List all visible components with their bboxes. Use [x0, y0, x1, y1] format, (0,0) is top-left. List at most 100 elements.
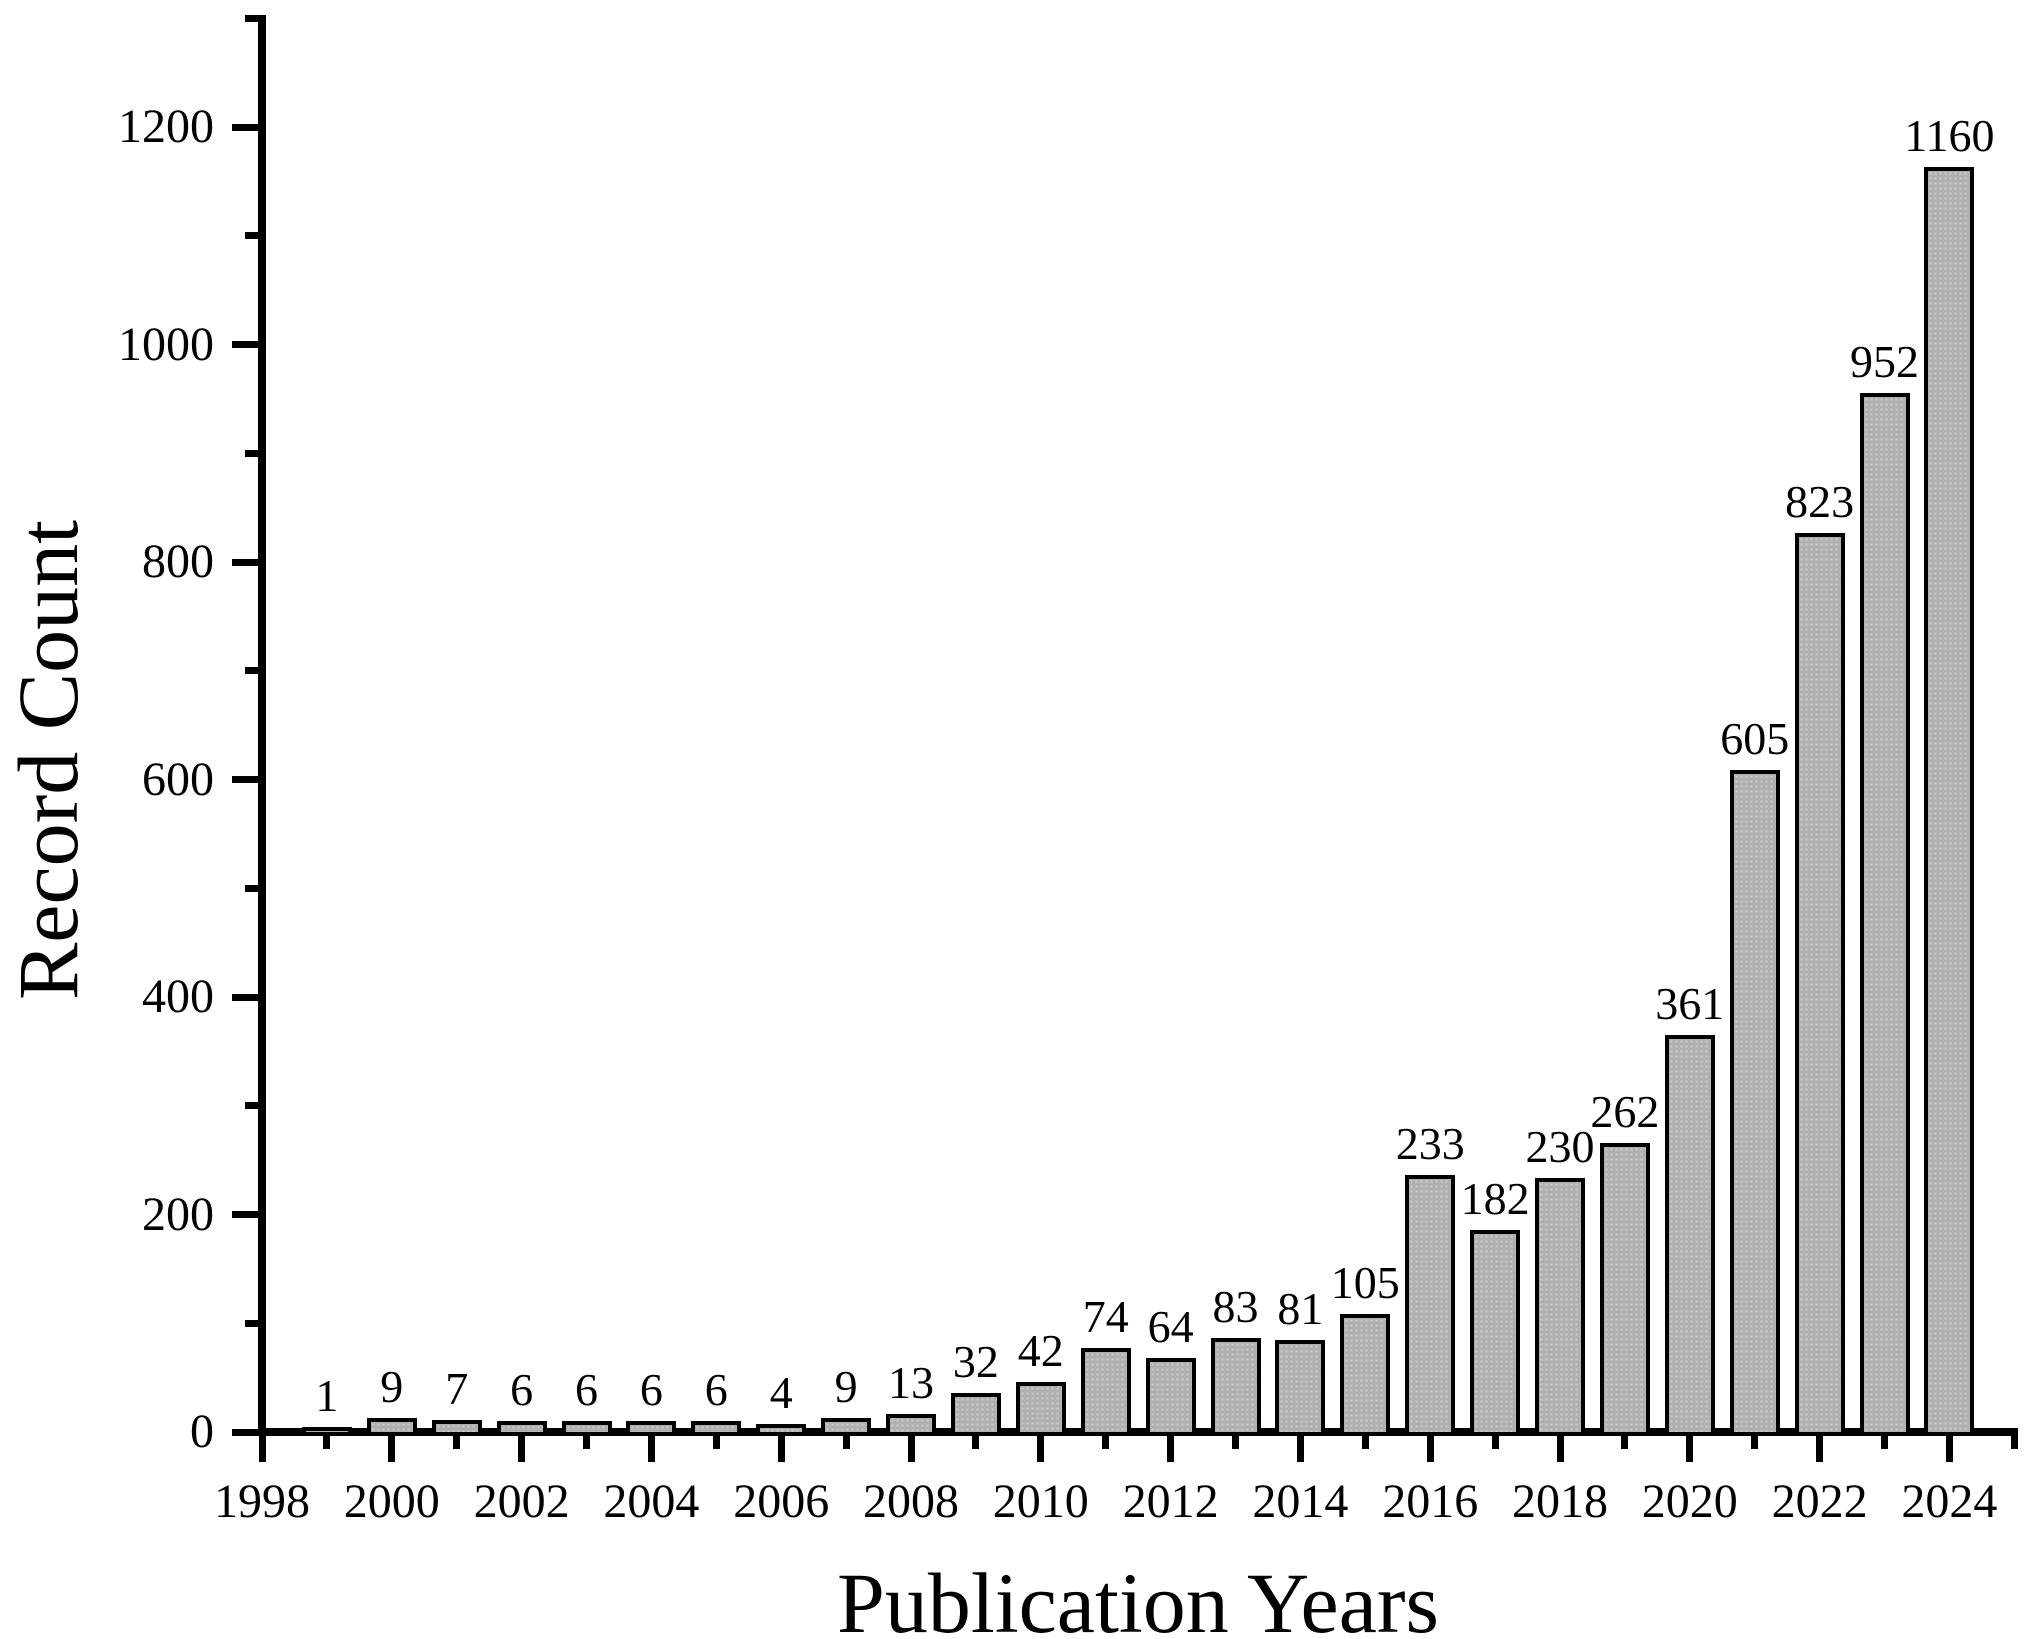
bar-value-label: 9 — [834, 1361, 858, 1413]
x-minor-tick — [1232, 1432, 1239, 1449]
x-axis-line — [258, 1428, 2018, 1436]
bar — [1794, 532, 1845, 1436]
bar — [1535, 1177, 1585, 1436]
y-tick-label: 200 — [142, 1187, 214, 1241]
bar — [626, 1421, 677, 1436]
bar-value-label: 64 — [1147, 1301, 1194, 1353]
y-minor-tick — [245, 1102, 262, 1110]
x-major-tick — [1816, 1432, 1824, 1462]
x-minor-tick — [712, 1432, 720, 1449]
x-tick-label: 2010 — [992, 1475, 1089, 1528]
x-major-tick — [1167, 1432, 1175, 1462]
y-minor-tick — [245, 667, 262, 675]
x-tick-label: 2024 — [1901, 1475, 1998, 1528]
bar-value-label: 9 — [380, 1361, 404, 1413]
x-axis-title: Publication Years — [837, 1555, 1439, 1639]
bar — [1664, 1035, 1715, 1436]
bar-value-label: 83 — [1212, 1280, 1259, 1332]
x-minor-tick — [972, 1432, 980, 1449]
x-major-tick — [1556, 1432, 1564, 1462]
x-minor-tick — [1621, 1432, 1629, 1449]
x-tick-label: 2006 — [733, 1475, 830, 1528]
bar — [1145, 1358, 1196, 1436]
x-tick-label: 2008 — [863, 1475, 959, 1528]
x-major-tick — [907, 1432, 915, 1462]
x-major-tick — [1945, 1432, 1953, 1462]
bar — [366, 1418, 417, 1436]
x-minor-tick — [1491, 1432, 1499, 1449]
bar — [756, 1423, 807, 1436]
x-tick-label: 2014 — [1252, 1475, 1349, 1528]
bar-value-label: 32 — [952, 1336, 999, 1388]
bar-value-label: 605 — [1720, 713, 1790, 765]
bar — [1470, 1230, 1521, 1436]
x-minor-tick — [1881, 1432, 1888, 1449]
y-minor-tick — [245, 884, 262, 892]
y-tick-label: 1200 — [118, 100, 214, 153]
y-minor-tick — [245, 449, 262, 457]
bar-value-label: 1 — [315, 1369, 339, 1421]
x-major-tick — [518, 1432, 526, 1462]
y-axis-title: Record Count — [0, 519, 96, 1001]
x-tick-label: 2000 — [343, 1475, 440, 1528]
bar-value-label: 823 — [1785, 475, 1855, 527]
x-minor-tick — [583, 1432, 590, 1449]
x-tick-label: 2002 — [473, 1475, 570, 1528]
y-major-tick — [232, 776, 262, 783]
bar-value-label: 6 — [639, 1364, 663, 1416]
bar-value-label: 182 — [1460, 1173, 1530, 1225]
x-major-tick — [1686, 1432, 1694, 1462]
x-major-tick — [777, 1432, 785, 1462]
bar-value-label: 6 — [575, 1364, 598, 1416]
x-minor-tick — [1751, 1432, 1759, 1449]
bar — [691, 1421, 742, 1436]
x-major-tick — [388, 1432, 396, 1462]
bar-value-label: 13 — [888, 1356, 934, 1408]
x-major-tick — [1037, 1432, 1045, 1462]
bar — [431, 1420, 482, 1436]
x-tick-label: 2018 — [1512, 1475, 1608, 1528]
x-major-tick — [647, 1432, 655, 1462]
bar — [950, 1393, 1001, 1436]
y-tick-label: 600 — [142, 752, 214, 806]
x-minor-tick — [842, 1432, 850, 1449]
y-tick-label: 1000 — [118, 317, 214, 371]
bar-value-label: 952 — [1850, 335, 1919, 387]
bar — [1859, 392, 1910, 1436]
x-tick-label: 2012 — [1122, 1475, 1219, 1528]
bar-value-label: 361 — [1655, 978, 1725, 1030]
y-tick-label: 0 — [190, 1405, 214, 1458]
bar — [301, 1426, 352, 1436]
bar — [1015, 1382, 1066, 1436]
y-major-tick — [232, 123, 262, 131]
y-minor-tick — [245, 14, 262, 22]
bar — [1729, 770, 1780, 1436]
bar-value-label: 262 — [1590, 1086, 1660, 1138]
bar-value-label: 233 — [1395, 1117, 1465, 1169]
x-tick-label: 2022 — [1771, 1475, 1868, 1528]
bar — [821, 1418, 872, 1436]
x-tick-label: 1998 — [214, 1475, 310, 1528]
y-major-tick — [232, 558, 262, 566]
x-major-tick — [1296, 1432, 1304, 1462]
bar — [1924, 166, 1975, 1436]
bar — [886, 1413, 936, 1436]
y-major-tick — [232, 1428, 262, 1436]
x-minor-tick — [323, 1432, 331, 1449]
bar — [1405, 1174, 1456, 1436]
bar-value-label: 74 — [1082, 1290, 1129, 1342]
bar — [1599, 1143, 1650, 1436]
bar-value-label: 1160 — [1904, 109, 1995, 161]
y-major-tick — [232, 341, 262, 348]
x-major-tick — [258, 1432, 266, 1462]
bar-value-label: 6 — [510, 1364, 534, 1416]
x-minor-tick — [2010, 1432, 2018, 1449]
y-axis-line — [258, 14, 266, 1436]
y-tick-label: 800 — [142, 535, 214, 588]
x-tick-label: 2016 — [1382, 1475, 1479, 1528]
bar — [1275, 1339, 1326, 1436]
x-tick-label: 2004 — [603, 1475, 700, 1528]
bar — [1340, 1313, 1391, 1436]
bar — [1080, 1347, 1131, 1436]
